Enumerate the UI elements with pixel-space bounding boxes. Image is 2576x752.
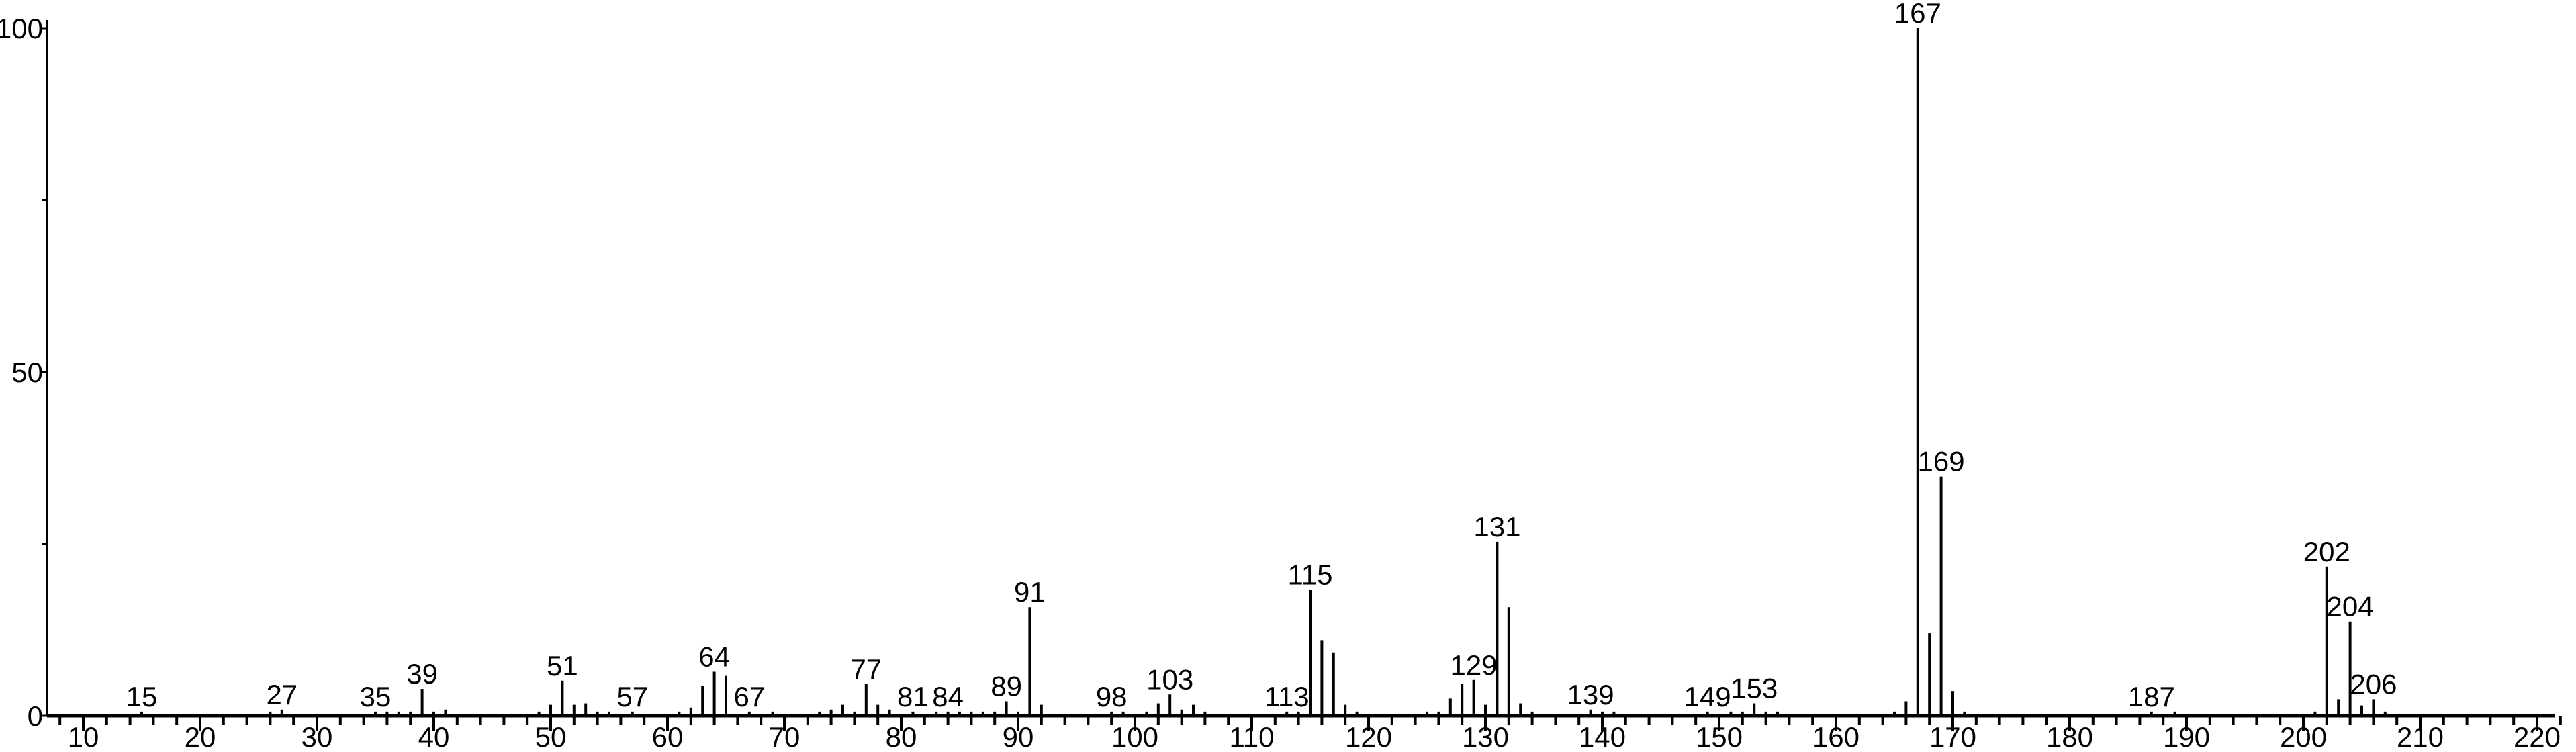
y-tick-label: 50: [11, 357, 43, 388]
peak-label: 57: [616, 681, 648, 712]
peak-label: 169: [1918, 446, 1965, 477]
x-tick-label: 100: [1111, 721, 1158, 752]
peak-label: 206: [2350, 668, 2397, 700]
y-tick-label: 0: [28, 700, 43, 732]
peak-label: 149: [1684, 681, 1731, 712]
peak-label: 167: [1894, 0, 1941, 29]
peak-label: 84: [932, 681, 964, 712]
x-tick-label: 90: [1003, 721, 1034, 752]
peak-label: 77: [850, 653, 882, 685]
peak-label: 113: [1264, 681, 1309, 712]
y-axis: 0 50 100: [0, 13, 48, 732]
peak-label: 115: [1288, 559, 1333, 591]
x-tick-label: 60: [652, 721, 684, 752]
x-tick-label: 40: [418, 721, 450, 752]
peak-label: 64: [698, 641, 730, 672]
x-tick-label: 20: [185, 721, 216, 752]
x-tick-label: 80: [886, 721, 917, 752]
x-tick-label: 180: [2046, 721, 2093, 752]
x-tick-label: 70: [769, 721, 800, 752]
x-tick-label: 110: [1230, 721, 1275, 752]
peak-label: 81: [897, 681, 929, 712]
peak-label: 139: [1567, 679, 1614, 710]
peak-label: 39: [406, 658, 438, 690]
peak-label: 51: [547, 650, 578, 682]
x-tick-label: 120: [1345, 721, 1392, 752]
x-tick-label: 50: [535, 721, 567, 752]
x-tick-label: 130: [1462, 721, 1509, 752]
peak-label: 153: [1731, 673, 1778, 704]
peak-label: 204: [2327, 591, 2374, 622]
peak-label: 103: [1146, 663, 1193, 695]
x-axis: 10 20 30 40 50 60 70 80 90 100 110 120 130 140 150 160 1…: [47, 714, 2562, 752]
peak-label: 35: [360, 681, 392, 712]
x-tick-label: 200: [2280, 721, 2327, 752]
y-tick-label: 100: [0, 13, 43, 44]
peaks: [140, 28, 2387, 716]
peak-label: 27: [266, 679, 297, 710]
x-tick-label: 10: [68, 721, 99, 752]
peak-label: 67: [733, 681, 765, 712]
peak-label: 98: [1096, 681, 1128, 712]
peak-label: 89: [991, 670, 1022, 702]
x-tick-label: 140: [1579, 721, 1626, 752]
peak-label: 129: [1451, 649, 1498, 681]
x-tick-label: 170: [1929, 721, 1976, 752]
x-tick-label: 220: [2514, 721, 2561, 752]
peak-label: 131: [1473, 511, 1520, 543]
peak-label: 15: [126, 681, 158, 712]
x-tick-label: 30: [302, 721, 333, 752]
peak-label: 91: [1014, 576, 1046, 608]
peak-label: 202: [2303, 536, 2350, 567]
peak-label: 187: [2128, 681, 2175, 712]
x-tick-label: 150: [1696, 721, 1743, 752]
x-tick-label: 210: [2397, 721, 2444, 752]
x-tick-label: 190: [2163, 721, 2210, 752]
x-tick-label: 160: [1812, 721, 1859, 752]
